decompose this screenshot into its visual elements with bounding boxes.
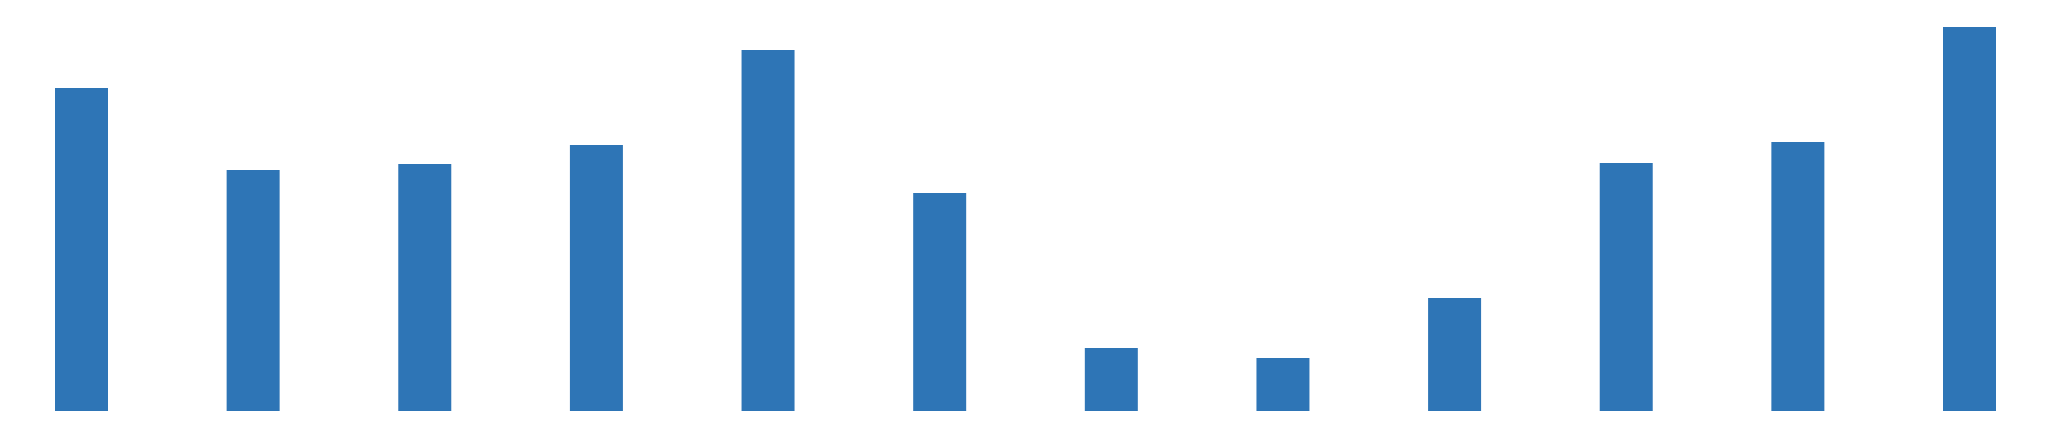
bar [569, 145, 623, 411]
bar [1599, 163, 1653, 411]
bar [1428, 298, 1482, 411]
bar [913, 193, 967, 411]
bar [1943, 27, 1996, 411]
bar [1256, 358, 1310, 411]
bar [741, 50, 795, 411]
bar [1771, 142, 1825, 411]
bar [226, 170, 280, 411]
bar [55, 88, 108, 411]
bar [1084, 348, 1138, 411]
bar [398, 164, 452, 411]
